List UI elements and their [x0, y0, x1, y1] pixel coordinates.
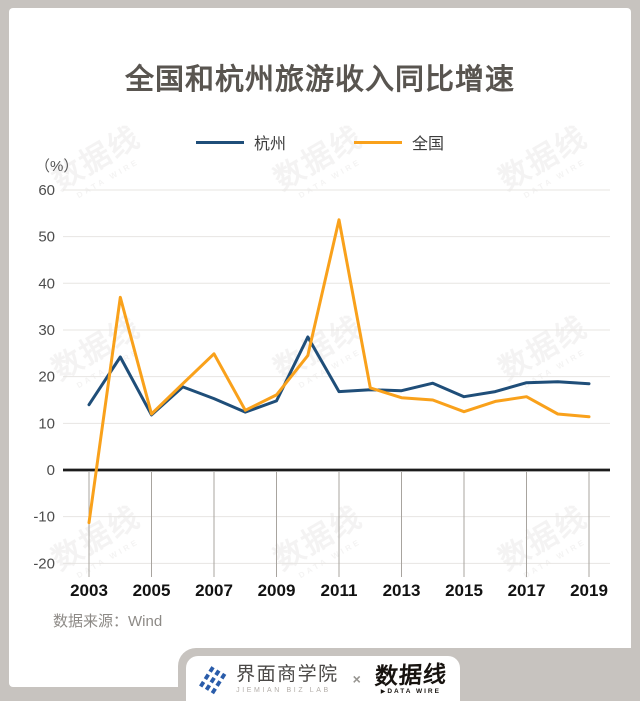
x-tick-label-2011: 2011: [321, 581, 358, 600]
jiemian-logo-icon: [199, 664, 228, 694]
x-tick-label-2017: 2017: [508, 581, 546, 600]
national-line-swatch: [354, 140, 402, 144]
watermark-subtext: DATA WIRE: [297, 156, 363, 201]
y-axis-unit-label: （%）: [35, 158, 79, 175]
footer-logo-tab: 界面商学院 JIEMIAN BIZ LAB × 数据线 ▶ DATA WIRE: [186, 656, 460, 701]
y-tick-label-30: 30: [38, 322, 55, 339]
watermark-text: 数据线: [46, 310, 147, 387]
watermark: 数据线 DATA WIRE: [264, 303, 374, 397]
x-tick-label-2013: 2013: [383, 581, 421, 600]
legend-item-national: 全国: [354, 130, 444, 154]
watermark-text: 数据线: [268, 120, 369, 197]
watermark-text: 数据线: [268, 500, 369, 577]
x-tick-label-2003: 2003: [70, 581, 108, 600]
datawire-name: 数据线: [373, 660, 448, 689]
y-tick-label--10: -10: [33, 509, 55, 526]
watermark: 数据线 DATA WIRE: [489, 303, 599, 397]
watermark-text: 数据线: [493, 310, 594, 387]
watermark-subtext: DATA WIRE: [75, 536, 141, 581]
logo-separator: ×: [352, 670, 361, 687]
y-tick-label-0: 0: [47, 462, 55, 479]
jiemian-logo-text: 界面商学院 JIEMIAN BIZ LAB: [236, 664, 339, 694]
watermark-text: 数据线: [268, 310, 369, 387]
y-tick-label-10: 10: [38, 415, 55, 432]
national-series-line: [87, 218, 591, 525]
watermark-text: 数据线: [493, 500, 594, 577]
datawire-subtitle-row: ▶ DATA WIRE: [381, 688, 441, 695]
watermark-layer: 数据线 DATA WIRE 数据线 DATA WIRE 数据线 DATA WIRE 数据线 D…: [9, 8, 640, 648]
y-tick-label-40: 40: [38, 275, 55, 292]
hangzhou-series-line: [87, 335, 591, 417]
chart-card: 数据线 DATA WIRE 数据线 DATA WIRE 数据线 DATA WIRE 数据线 D…: [9, 8, 631, 687]
x-tick-label-2019: 2019: [570, 581, 608, 600]
legend: 杭州 全国: [9, 130, 631, 154]
watermark: 数据线 DATA WIRE: [42, 493, 152, 587]
jiemian-name: 界面商学院: [236, 663, 339, 685]
watermark: 数据线 DATA WIRE: [489, 493, 599, 587]
legend-item-hangzhou: 杭州: [195, 130, 286, 154]
legend-label-national: 全国: [412, 136, 445, 153]
watermark: 数据线 DATA WIRE: [42, 303, 152, 397]
jiemian-logo-block: 界面商学院 JIEMIAN BIZ LAB: [199, 663, 339, 695]
watermark-subtext: DATA WIRE: [522, 346, 588, 391]
line-chart: 60 50 40 30 20 10 0 -10 -20 2003 2005 2007 2009 2011 2…: [33, 182, 610, 600]
y-tick-label-60: 60: [38, 182, 55, 199]
watermark: 数据线 DATA WIRE: [489, 113, 599, 207]
y-tick-label-20: 20: [38, 369, 55, 386]
watermark-subtext: DATA WIRE: [75, 346, 141, 391]
watermark-subtext: DATA WIRE: [522, 156, 588, 201]
watermark: 数据线 DATA WIRE: [264, 113, 374, 207]
y-tick-label--20: -20: [33, 555, 55, 572]
datawire-logo-block: 数据线 ▶ DATA WIRE: [373, 660, 448, 695]
legend-label-hangzhou: 杭州: [253, 136, 286, 153]
x-tick-label-2007: 2007: [195, 581, 233, 600]
data-source-label: 数据来源：Wind: [53, 613, 163, 630]
x-tick-label-2015: 2015: [445, 581, 483, 600]
jiemian-subtitle: JIEMIAN BIZ LAB: [236, 686, 331, 694]
watermark-text: 数据线: [46, 500, 147, 577]
watermark-subtext: DATA WIRE: [297, 346, 363, 391]
chart-title: 全国和杭州旅游收入同比增速: [124, 64, 515, 96]
datawire-subtitle: DATA WIRE: [387, 687, 441, 695]
y-tick-label-50: 50: [38, 229, 55, 246]
play-triangle-icon: ▶: [380, 688, 386, 695]
x-tick-label-2005: 2005: [133, 581, 171, 600]
watermark-subtext: DATA WIRE: [297, 536, 363, 581]
watermark: 数据线 DATA WIRE: [264, 493, 374, 587]
watermark-subtext: DATA WIRE: [522, 536, 588, 581]
hangzhou-line-swatch: [195, 140, 244, 144]
x-tick-label-2009: 2009: [258, 581, 296, 600]
watermark-text: 数据线: [493, 120, 594, 197]
